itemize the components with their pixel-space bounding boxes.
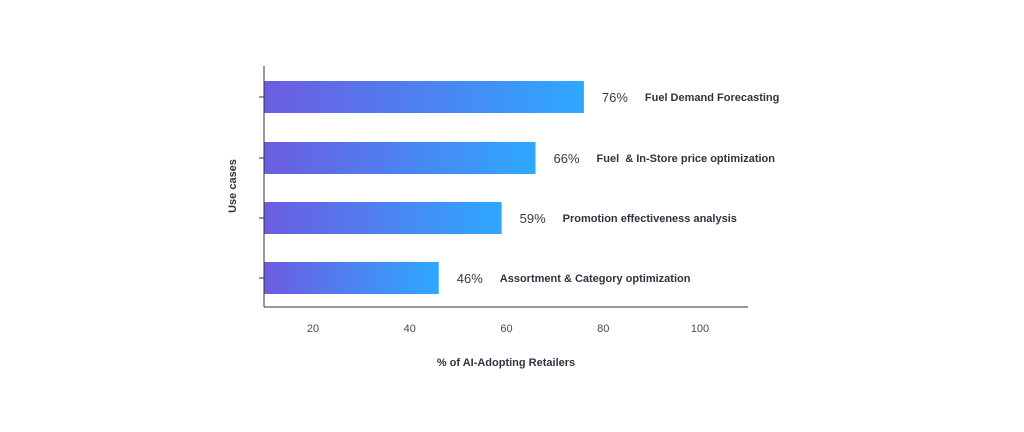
- x-tick-label-100: 100: [691, 323, 709, 335]
- y-axis-title: Use cases: [227, 159, 239, 213]
- x-tick-label-60: 60: [500, 323, 512, 335]
- bar-promotion-effectiveness-analysis: [264, 202, 502, 234]
- bars-layer: 76% Fuel Demand Forecasting 66% Fuel & In-S…: [264, 81, 779, 294]
- value-label-assortment-category-optimization: 46%: [457, 271, 483, 286]
- x-tick-label-20: 20: [307, 323, 319, 335]
- value-label-promotion-effectiveness-analysis: 59%: [520, 211, 546, 226]
- category-label-fuel-demand-forecasting: Fuel Demand Forecasting: [645, 92, 779, 104]
- category-label-promotion-effectiveness-analysis: Promotion effectiveness analysis: [563, 213, 737, 225]
- ticks-layer: 20 40 60 80 100: [259, 96, 709, 335]
- bar-fuel-in-store-price-optimization: [264, 142, 536, 174]
- bar-assortment-category-optimization: [264, 262, 439, 294]
- category-label-assortment-category-optimization: Assortment & Category optimization: [500, 273, 691, 285]
- x-axis-title: % of AI-Adopting Retailers: [437, 357, 575, 369]
- x-tick-label-40: 40: [404, 323, 416, 335]
- axes-layer: [263, 66, 748, 308]
- bar-fuel-demand-forecasting: [264, 81, 584, 113]
- value-label-fuel-demand-forecasting: 76%: [602, 90, 628, 105]
- value-label-fuel-in-store-price-optimization: 66%: [554, 151, 580, 166]
- x-tick-label-80: 80: [597, 323, 609, 335]
- category-label-fuel-in-store-price-optimization: Fuel & In-Store price optimization: [597, 153, 776, 165]
